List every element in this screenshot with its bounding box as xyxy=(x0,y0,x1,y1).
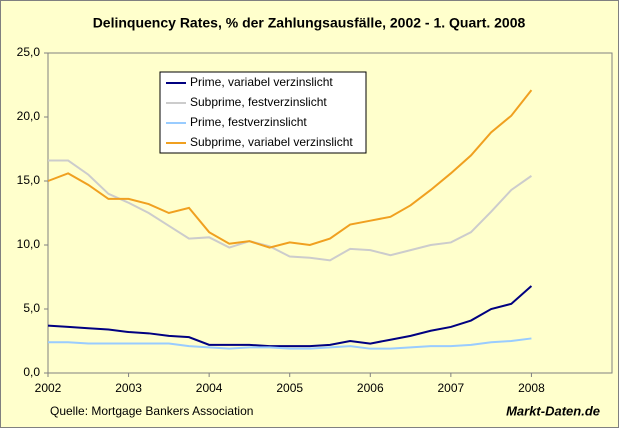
chart-title: Delinquency Rates, % der Zahlungsausfäll… xyxy=(93,15,526,31)
legend-label: Subprime, festverzinslicht xyxy=(190,95,327,109)
y-tick-label: 25,0 xyxy=(17,45,41,59)
legend-label: Subprime, variabel verzinslicht xyxy=(190,135,353,149)
legend-label: Prime, variabel verzinslicht xyxy=(190,75,333,89)
y-tick-label: 20,0 xyxy=(17,109,41,123)
series-line xyxy=(48,159,533,262)
y-tick-label: 15,0 xyxy=(17,173,41,187)
legend-label: Prime, festverzinslicht xyxy=(190,115,307,129)
legend-box xyxy=(159,71,367,154)
x-tick-label: 2006 xyxy=(357,381,384,395)
series-line xyxy=(48,337,532,350)
y-tick-label: 5,0 xyxy=(23,301,40,315)
y-tick-label: 10,0 xyxy=(17,237,41,251)
brand: Markt-Daten.de xyxy=(506,403,600,418)
series-line xyxy=(47,89,533,249)
x-tick-label: 2002 xyxy=(35,381,62,395)
series-line xyxy=(47,285,533,348)
y-tick-label: 0,0 xyxy=(23,365,40,379)
x-tick-label: 2003 xyxy=(115,381,142,395)
x-tick-label: 2005 xyxy=(276,381,303,395)
x-tick-label: 2004 xyxy=(196,381,223,395)
plot-area xyxy=(47,52,613,374)
x-tick-label: 2007 xyxy=(438,381,465,395)
source: Quelle: Mortgage Bankers Association xyxy=(50,404,253,418)
x-tick-label: 2008 xyxy=(518,381,545,395)
